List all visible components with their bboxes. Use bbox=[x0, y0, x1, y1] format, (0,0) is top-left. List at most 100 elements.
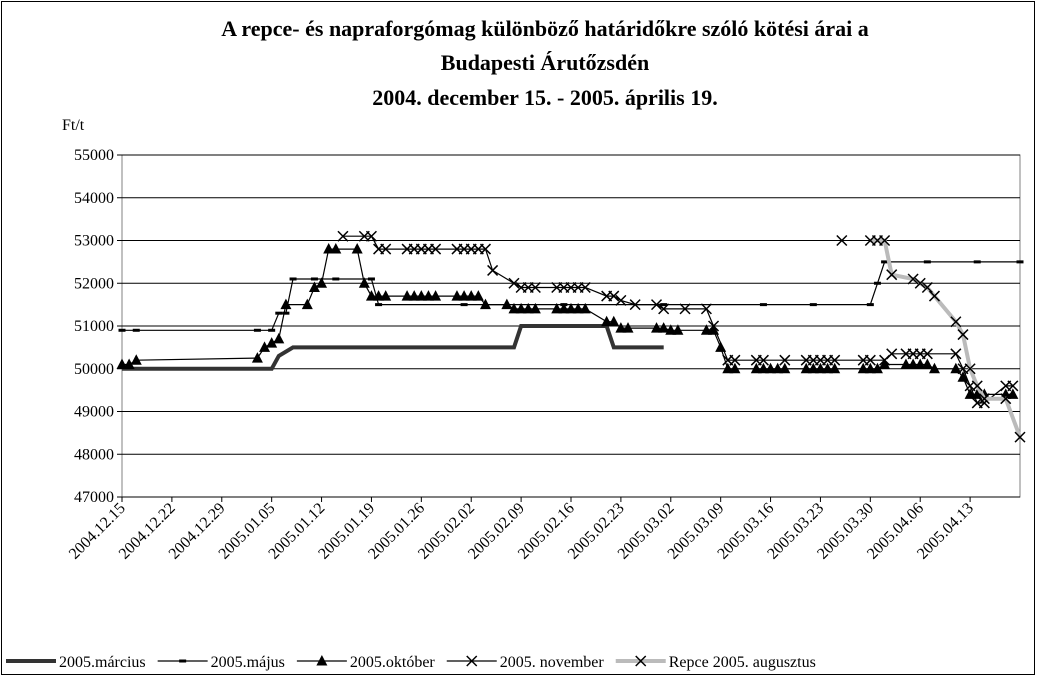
marker bbox=[779, 362, 791, 374]
marker bbox=[316, 655, 328, 666]
marker bbox=[572, 302, 584, 314]
marker bbox=[829, 362, 841, 374]
marker bbox=[651, 322, 663, 333]
marker bbox=[251, 352, 263, 363]
marker bbox=[351, 243, 363, 254]
marker bbox=[779, 354, 791, 366]
marker bbox=[886, 348, 898, 360]
marker bbox=[921, 281, 933, 294]
marker bbox=[921, 358, 933, 369]
series-line bbox=[122, 261, 1020, 331]
marker bbox=[722, 362, 734, 374]
marker bbox=[807, 362, 819, 374]
marker bbox=[857, 362, 869, 374]
marker bbox=[658, 322, 670, 333]
marker bbox=[950, 316, 962, 328]
marker bbox=[950, 362, 962, 374]
marker bbox=[772, 362, 784, 374]
y-tick-label: 54000 bbox=[74, 190, 114, 207]
marker bbox=[579, 302, 591, 314]
y-tick-label: 47000 bbox=[74, 489, 114, 506]
marker bbox=[622, 322, 634, 333]
marker bbox=[501, 298, 513, 310]
marker bbox=[1014, 431, 1026, 443]
marker bbox=[907, 358, 919, 369]
marker bbox=[864, 362, 876, 374]
marker bbox=[708, 320, 720, 332]
marker bbox=[365, 290, 377, 301]
marker bbox=[330, 243, 342, 254]
marker bbox=[458, 290, 470, 301]
marker bbox=[957, 371, 969, 382]
y-tick-label: 49000 bbox=[74, 404, 114, 421]
marker bbox=[365, 230, 377, 242]
marker bbox=[466, 655, 478, 667]
marker bbox=[700, 324, 712, 335]
marker bbox=[551, 302, 563, 314]
marker bbox=[822, 362, 834, 374]
y-axis-label: Ft/t bbox=[62, 117, 85, 134]
marker bbox=[928, 290, 941, 302]
marker bbox=[579, 281, 591, 294]
marker bbox=[401, 290, 413, 301]
marker bbox=[957, 329, 969, 341]
marker bbox=[116, 358, 128, 369]
chart-title: 2004. december 15. - 2005. április 19. bbox=[372, 85, 717, 110]
marker bbox=[529, 302, 541, 314]
marker bbox=[479, 298, 491, 310]
marker bbox=[650, 299, 663, 311]
marker bbox=[487, 264, 499, 276]
marker bbox=[508, 302, 520, 314]
marker bbox=[123, 358, 135, 369]
marker bbox=[380, 243, 392, 255]
y-tick-label: 53000 bbox=[74, 233, 114, 250]
marker bbox=[765, 362, 777, 374]
marker bbox=[879, 234, 891, 247]
marker bbox=[729, 362, 741, 374]
marker bbox=[672, 324, 684, 335]
marker bbox=[266, 337, 278, 348]
legend-entry: Repce 2005. augusztus bbox=[615, 654, 816, 671]
marker bbox=[280, 298, 292, 310]
marker bbox=[430, 243, 442, 255]
series-line bbox=[342, 235, 1013, 404]
marker bbox=[750, 362, 762, 374]
y-tick-label: 51000 bbox=[74, 318, 114, 335]
y-tick-label: 50000 bbox=[74, 361, 114, 378]
marker bbox=[601, 315, 613, 327]
y-tick-label: 48000 bbox=[74, 446, 114, 463]
series-line bbox=[122, 324, 664, 371]
marker bbox=[836, 234, 848, 247]
marker bbox=[558, 302, 570, 314]
marker bbox=[130, 354, 142, 365]
marker bbox=[971, 380, 983, 392]
marker bbox=[729, 354, 741, 366]
marker bbox=[608, 290, 620, 302]
marker bbox=[1007, 380, 1019, 392]
marker bbox=[430, 290, 442, 301]
marker bbox=[608, 315, 620, 327]
legend-label: 2005.március bbox=[59, 654, 146, 671]
marker bbox=[679, 303, 691, 315]
marker bbox=[757, 354, 769, 366]
legend-entry: 2005.március bbox=[6, 654, 146, 671]
legend-entry: 2005.október bbox=[296, 654, 436, 671]
marker bbox=[323, 243, 335, 254]
marker bbox=[886, 269, 898, 281]
y-tick-label: 52000 bbox=[74, 275, 114, 292]
legend-label: 2005.május bbox=[211, 654, 285, 671]
legend-label: 2005.október bbox=[350, 654, 436, 671]
marker bbox=[308, 281, 320, 293]
marker bbox=[479, 243, 492, 255]
marker bbox=[301, 298, 313, 310]
legend-label: Repce 2005. augusztus bbox=[669, 654, 816, 671]
y-tick-label: 55000 bbox=[74, 147, 114, 164]
legend-entry: 2005. november bbox=[446, 654, 604, 671]
chart-title: Budapesti Árutőzsdén bbox=[441, 50, 649, 75]
marker bbox=[629, 299, 641, 311]
marker bbox=[415, 290, 427, 301]
marker bbox=[380, 290, 392, 301]
marker bbox=[907, 273, 919, 285]
